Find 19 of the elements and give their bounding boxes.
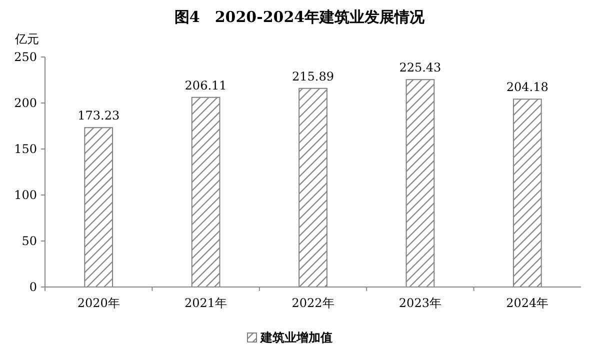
chart-title: 图4 2020-2024年建筑业发展情况 <box>174 8 426 26</box>
data-label: 215.89 <box>292 69 334 84</box>
y-tick-label: 50 <box>22 234 37 248</box>
x-tick-label: 2024年 <box>506 296 549 310</box>
legend-label: 建筑业增加值 <box>260 330 332 345</box>
data-label: 173.23 <box>78 108 120 123</box>
y-tick-label: 200 <box>14 96 37 110</box>
x-tick-label: 2022年 <box>292 296 334 310</box>
x-tick-label: 2020年 <box>77 296 120 310</box>
data-label: 206.11 <box>184 78 227 92</box>
y-tick-label: 100 <box>14 188 37 202</box>
y-tick-label: 0 <box>29 280 37 294</box>
x-tick-label: 2023年 <box>398 296 442 310</box>
data-label: 204.18 <box>506 80 548 94</box>
data-label: 225.43 <box>399 60 442 75</box>
y-tick-label: 250 <box>14 50 37 64</box>
x-tick-label: 2021年 <box>184 296 228 310</box>
y-tick-label: 150 <box>14 142 37 156</box>
y-axis-title: 亿元 <box>14 32 39 46</box>
